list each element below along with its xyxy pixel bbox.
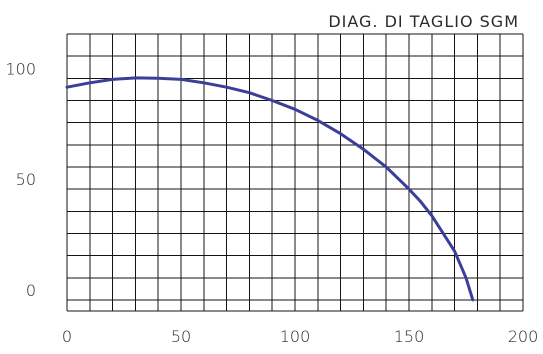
x-tick-label: 50 (171, 327, 191, 346)
y-tick-label: 100 (5, 59, 36, 78)
x-tick-label: 0 (62, 327, 72, 346)
series-line (65, 76, 475, 302)
y-tick-labels: 0 50 100 (5, 59, 36, 300)
x-tick-label: 150 (394, 327, 425, 346)
y-tick-label: 0 (26, 281, 36, 300)
x-tick-label: 100 (280, 327, 311, 346)
x-tick-label: 200 (508, 327, 539, 346)
x-tick-labels: 0 50 100 150 200 (62, 327, 538, 346)
chart-title: DIAG. DI TAGLIO SGM (328, 12, 519, 31)
y-tick-label: 50 (16, 170, 36, 189)
series-layer (65, 76, 475, 302)
plot-frame (66, 33, 524, 312)
